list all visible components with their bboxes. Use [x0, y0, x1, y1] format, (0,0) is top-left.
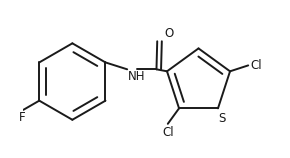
Text: O: O [164, 27, 174, 40]
Text: F: F [19, 111, 26, 124]
Text: Cl: Cl [250, 59, 262, 72]
Text: NH: NH [128, 70, 145, 83]
Text: Cl: Cl [162, 126, 174, 139]
Text: S: S [218, 112, 226, 125]
